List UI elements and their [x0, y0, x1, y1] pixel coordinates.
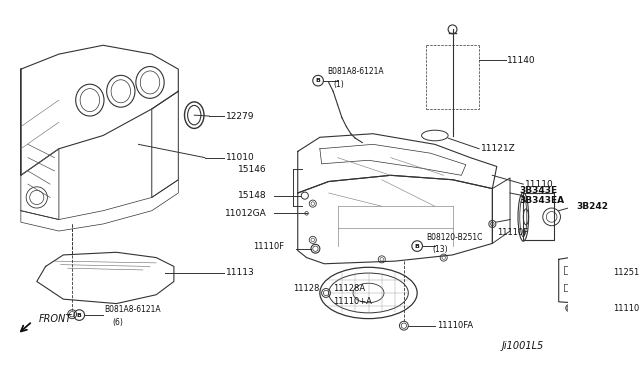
Text: Ji1001L5: Ji1001L5 [501, 341, 543, 351]
Text: 11110F: 11110F [253, 241, 284, 251]
Text: B: B [415, 244, 420, 248]
Text: B: B [316, 78, 321, 83]
Text: 11113: 11113 [226, 268, 255, 277]
Text: 11251N: 11251N [614, 268, 640, 277]
Text: 3B242: 3B242 [577, 202, 609, 211]
Text: 11110F: 11110F [497, 228, 528, 237]
Text: 11110+A: 11110+A [333, 297, 372, 306]
Text: B081A8-6121A: B081A8-6121A [104, 305, 161, 314]
Text: 3B343E: 3B343E [519, 186, 557, 195]
Text: B08120-B251C: B08120-B251C [426, 233, 483, 242]
Text: 11128A: 11128A [333, 284, 365, 293]
Text: 15148: 15148 [238, 191, 267, 200]
Text: 11110: 11110 [525, 180, 554, 189]
Text: 15146: 15146 [238, 165, 267, 174]
Text: 12279: 12279 [226, 112, 255, 121]
Text: B081A8-6121A: B081A8-6121A [327, 67, 383, 76]
Text: 3B343EA: 3B343EA [519, 196, 564, 205]
Text: FRONT: FRONT [38, 314, 72, 324]
Text: 11121Z: 11121Z [481, 144, 516, 153]
Text: 11010: 11010 [226, 153, 255, 162]
Text: 11128: 11128 [294, 284, 320, 293]
Text: 11110FA: 11110FA [436, 321, 473, 330]
Text: (13): (13) [432, 245, 448, 254]
Text: 11140: 11140 [508, 56, 536, 65]
Text: B: B [77, 312, 82, 318]
Text: 11012GA: 11012GA [225, 209, 267, 218]
Text: (1): (1) [333, 80, 344, 89]
Text: 11110E: 11110E [614, 304, 640, 312]
Text: (6): (6) [112, 318, 123, 327]
